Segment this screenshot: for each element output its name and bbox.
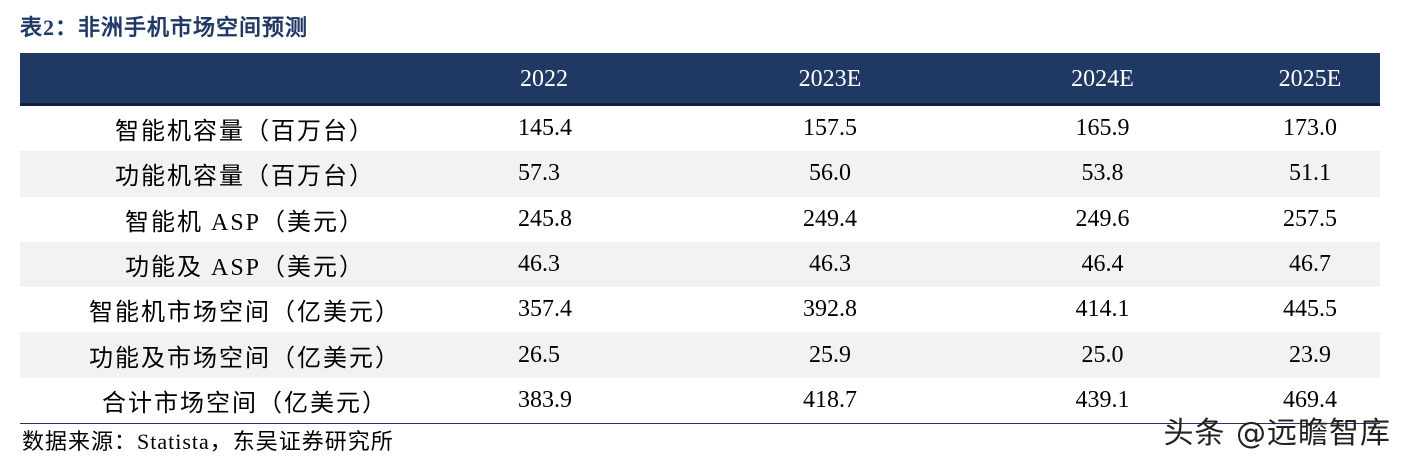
cell-value: 46.4 — [1081, 251, 1124, 278]
cell-value: 414.1 — [1075, 296, 1130, 323]
cell-value: 245.8 — [518, 205, 572, 232]
watermark: 头条 @远瞻智库 — [1163, 416, 1391, 451]
table-row: 功能及 ASP（美元） 46.3 46.3 46.4 46.7 — [20, 241, 1380, 288]
cell-value: 23.9 — [1289, 341, 1331, 368]
cell-value: 25.0 — [1081, 341, 1124, 368]
row-label: 智能机容量（百万台） — [115, 119, 375, 146]
table-row: 功能机容量（百万台） 57.3 56.0 53.8 51.1 — [20, 151, 1380, 197]
table-row: 智能机容量（百万台） 145.4 157.5 165.9 173.0 — [20, 106, 1380, 151]
cell-value: 165.9 — [1075, 115, 1130, 142]
cell-value: 357.4 — [518, 296, 572, 323]
cell-value: 469.4 — [1283, 386, 1337, 413]
table-row: 功能及市场空间（亿美元） 26.5 25.9 25.0 23.9 — [20, 332, 1380, 378]
cell-value: 173.0 — [1283, 115, 1337, 142]
cell-value: 392.8 — [803, 296, 857, 323]
row-label: 智能机 ASP（美元） — [124, 209, 366, 236]
cell-value: 418.7 — [803, 386, 857, 413]
table-title: 表2：非洲手机市场空间预测 — [20, 15, 309, 40]
cell-value: 46.3 — [809, 251, 851, 278]
cell-value: 25.9 — [809, 341, 851, 368]
table-header-row: 2022 2023E 2024E 2025E — [20, 55, 1380, 106]
row-label: 智能机市场空间（亿美元） — [89, 300, 401, 327]
cell-value: 57.3 — [518, 160, 560, 187]
row-label: 合计市场空间（亿美元） — [102, 390, 388, 417]
cell-value: 439.1 — [1075, 386, 1130, 413]
header-cell-2025e: 2025E — [1278, 65, 1342, 92]
cell-value: 145.4 — [518, 115, 572, 142]
row-label: 功能及 ASP（美元） — [124, 255, 366, 282]
cell-value: 53.8 — [1081, 160, 1124, 187]
row-label: 功能及市场空间（亿美元） — [89, 345, 401, 372]
header-cell-2022: 2022 — [520, 65, 568, 92]
table-row: 智能机 ASP（美元） 245.8 249.4 249.6 257.5 — [20, 197, 1380, 242]
cell-value: 46.3 — [518, 251, 560, 278]
cell-value: 445.5 — [1283, 296, 1337, 323]
cell-value: 46.7 — [1289, 251, 1331, 278]
cell-value: 26.5 — [518, 341, 560, 368]
cell-value: 56.0 — [809, 160, 851, 187]
cell-value: 249.6 — [1075, 205, 1130, 232]
row-label: 功能机容量（百万台） — [115, 164, 375, 191]
cell-value: 257.5 — [1283, 205, 1337, 232]
forecast-table: 2022 2023E 2024E 2025E 智能机容量（百万台） 145.4 … — [20, 53, 1380, 425]
cell-value: 383.9 — [518, 386, 572, 413]
cell-value: 157.5 — [803, 115, 857, 142]
table-row: 合计市场空间（亿美元） 383.9 418.7 439.1 469.4 — [20, 378, 1380, 423]
source-note: 数据来源：Statista，东吴证券研究所 — [22, 429, 394, 454]
table-row: 智能机市场空间（亿美元） 357.4 392.8 414.1 445.5 — [20, 287, 1380, 332]
cell-value: 51.1 — [1289, 160, 1331, 187]
header-cell-2024e: 2024E — [1071, 65, 1134, 92]
header-cell-2023e: 2023E — [798, 65, 862, 92]
cell-value: 249.4 — [803, 205, 857, 232]
